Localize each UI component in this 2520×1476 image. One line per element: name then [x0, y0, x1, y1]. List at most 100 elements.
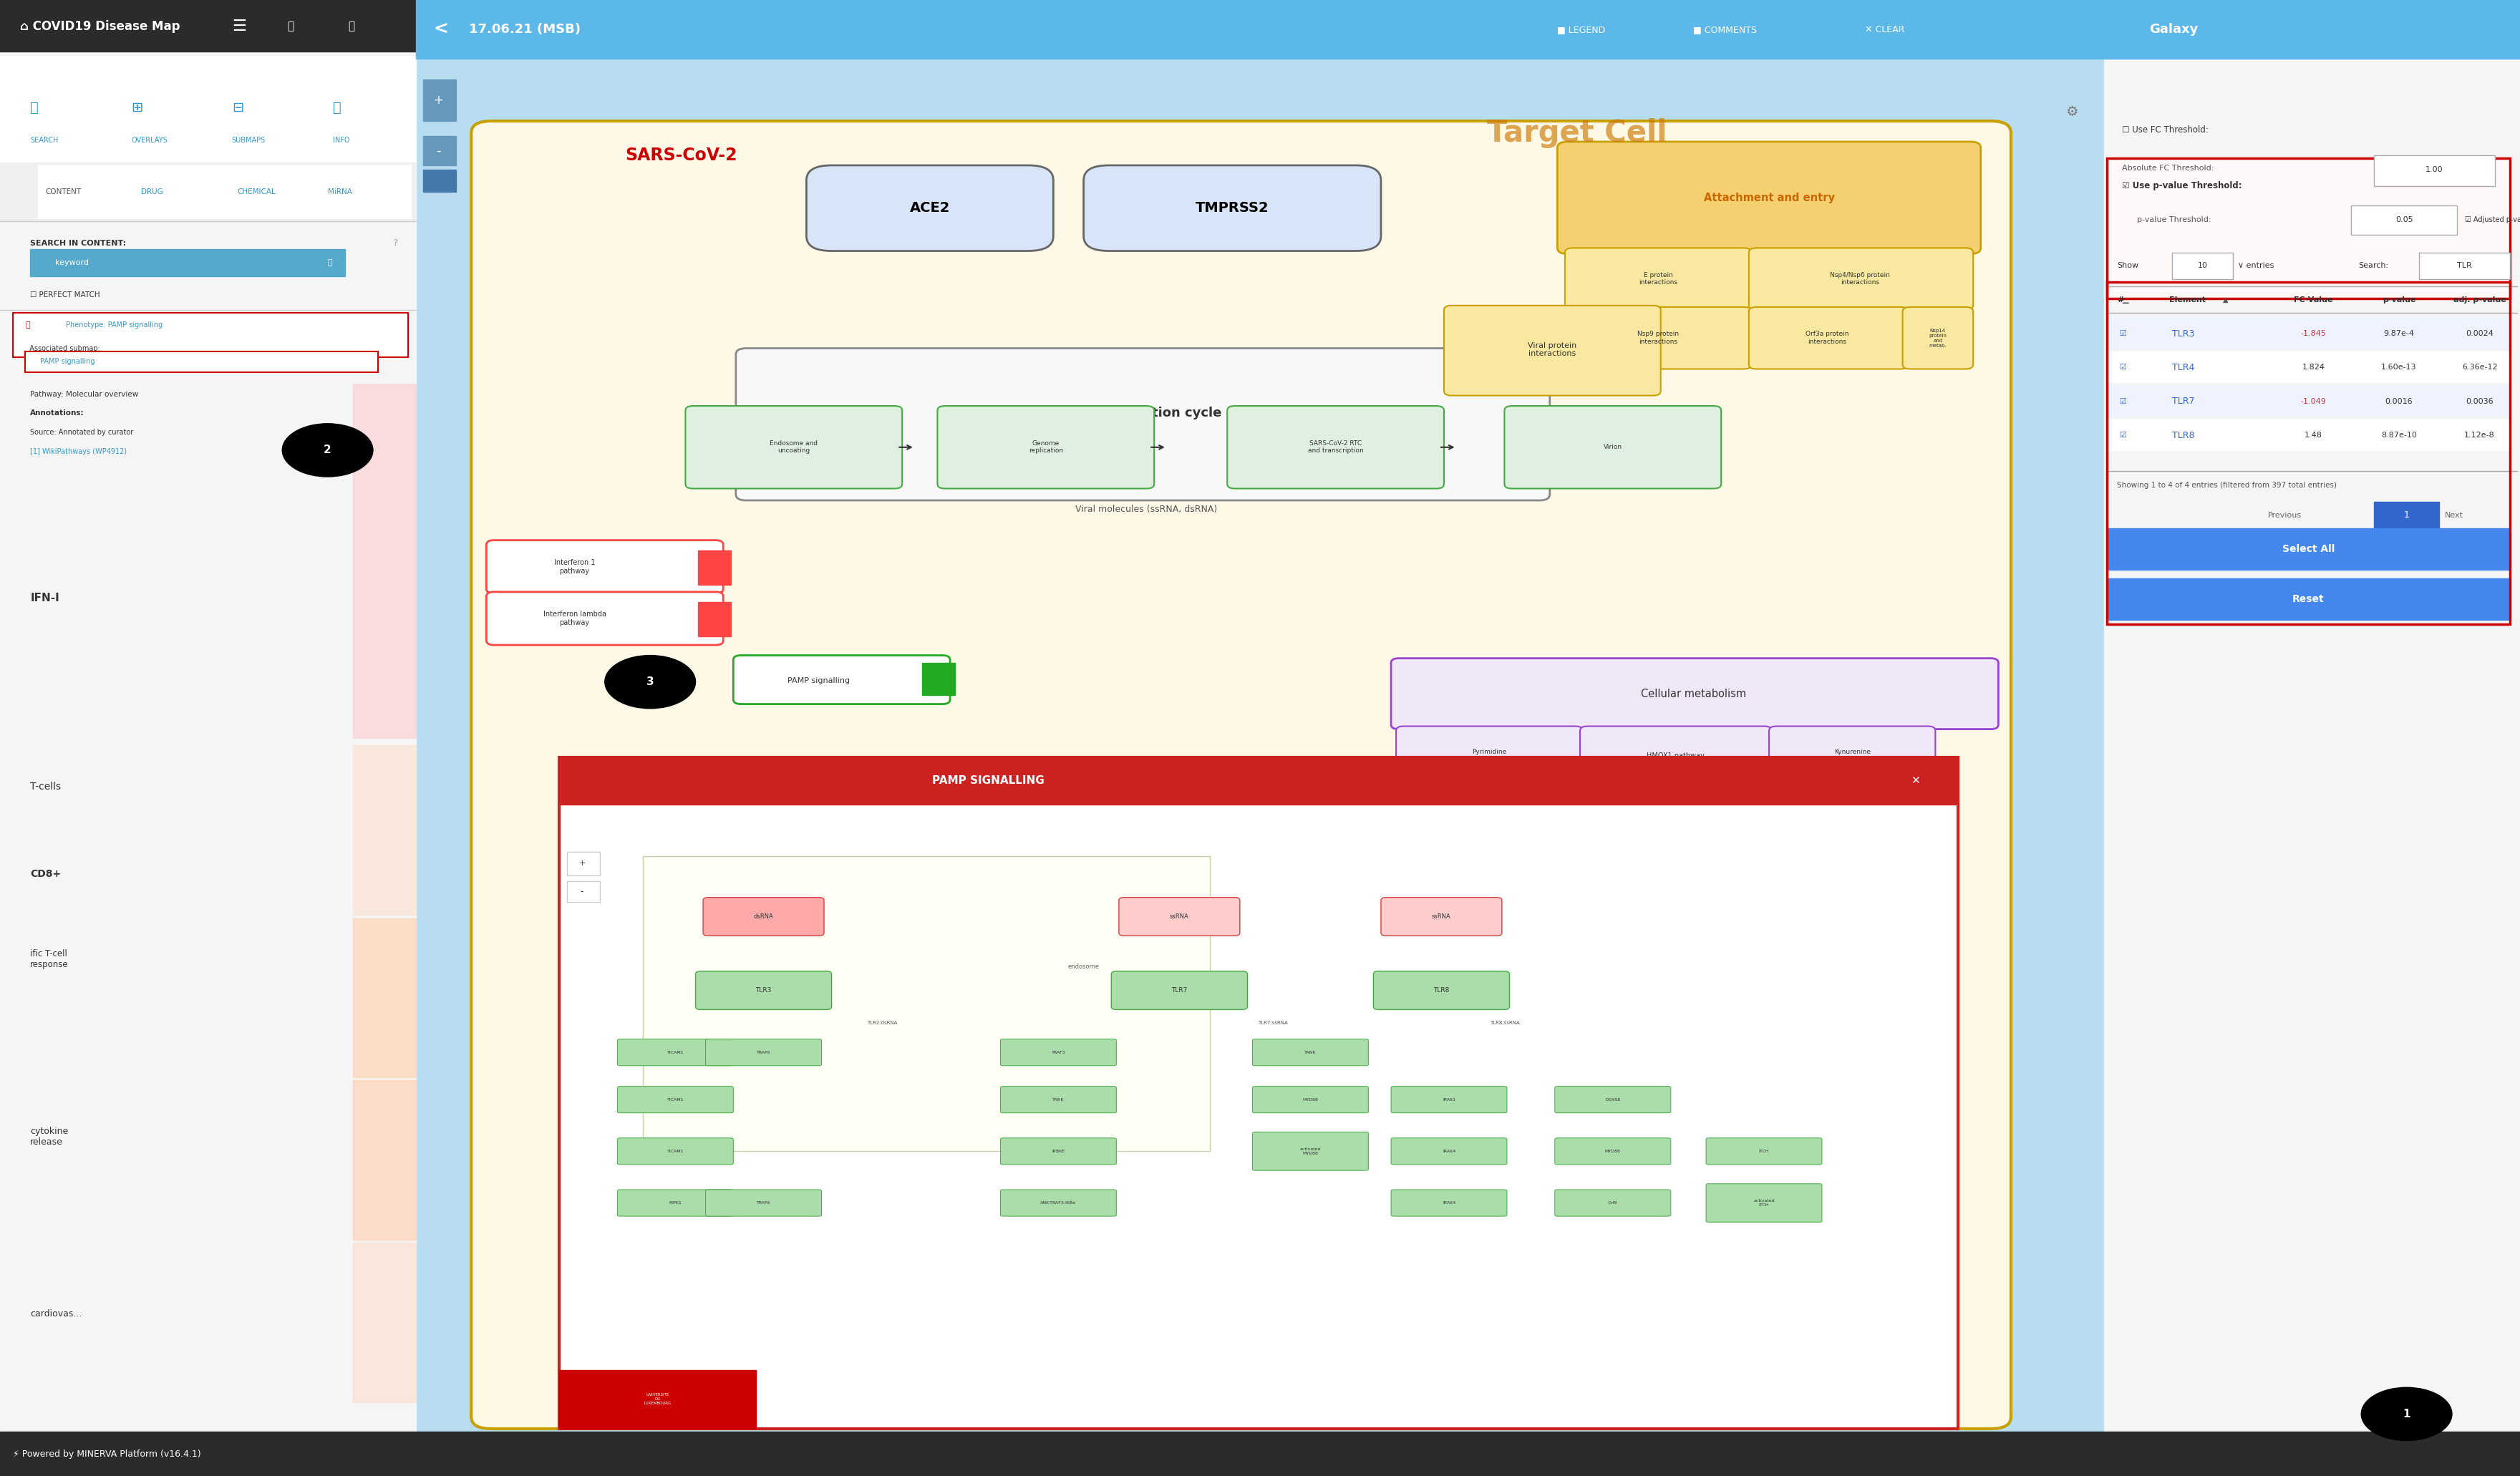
- FancyBboxPatch shape: [806, 165, 1053, 251]
- Text: cardiovas...: cardiovas...: [30, 1309, 83, 1318]
- Text: SUBMAPS: SUBMAPS: [232, 137, 265, 143]
- Text: 2: 2: [323, 444, 333, 456]
- Text: ACE2: ACE2: [910, 201, 950, 215]
- FancyBboxPatch shape: [1119, 897, 1240, 936]
- Text: RIPK1: RIPK1: [668, 1201, 683, 1204]
- Text: dsRNA: dsRNA: [753, 914, 774, 920]
- Text: 1.12e-8: 1.12e-8: [2465, 432, 2495, 438]
- Text: Select All: Select All: [2283, 545, 2334, 554]
- Text: TMPRSS2: TMPRSS2: [1194, 201, 1270, 215]
- Text: PAMP signalling: PAMP signalling: [40, 359, 96, 365]
- Text: TLR7: TLR7: [2172, 397, 2195, 406]
- Text: +: +: [580, 861, 585, 866]
- Text: 0.05: 0.05: [2397, 217, 2412, 223]
- Text: 1.48: 1.48: [2303, 432, 2323, 438]
- FancyBboxPatch shape: [1504, 406, 1721, 489]
- Text: ■ COMMENTS: ■ COMMENTS: [1693, 25, 1756, 34]
- Text: ☑ Adjusted p-value?: ☑ Adjusted p-value?: [2465, 217, 2520, 223]
- Text: ⌂ COVID19 Disease Map: ⌂ COVID19 Disease Map: [20, 21, 179, 32]
- Text: Virion: Virion: [1603, 444, 1623, 450]
- Text: Genome
replication: Genome replication: [1028, 440, 1063, 455]
- Text: Galaxy: Galaxy: [2150, 24, 2197, 35]
- Text: -1.049: -1.049: [2301, 399, 2326, 404]
- Text: IFN-I: IFN-I: [30, 592, 60, 604]
- Bar: [25, 351, 378, 372]
- Bar: [30, 249, 345, 276]
- Text: 17.06.21 (MSB): 17.06.21 (MSB): [469, 24, 580, 35]
- Text: Kynurenine
pathway: Kynurenine pathway: [1835, 748, 1870, 763]
- Text: -: -: [436, 145, 441, 156]
- Text: ■ LEGEND: ■ LEGEND: [1557, 25, 1605, 34]
- Bar: [2351, 205, 2457, 235]
- Bar: [2107, 419, 2510, 450]
- Text: Interferon 1
pathway: Interferon 1 pathway: [554, 559, 595, 574]
- FancyBboxPatch shape: [1252, 1086, 1368, 1113]
- FancyBboxPatch shape: [937, 406, 1154, 489]
- Bar: [2107, 579, 2510, 620]
- Text: p-value Threshold:: p-value Threshold:: [2137, 217, 2210, 223]
- Text: 6.36e-12: 6.36e-12: [2462, 365, 2497, 370]
- Text: Attachment and entry: Attachment and entry: [1704, 192, 1835, 204]
- Bar: [38, 165, 411, 218]
- FancyBboxPatch shape: [1391, 658, 1998, 729]
- Text: ssRNA: ssRNA: [1431, 914, 1452, 920]
- Bar: [416, 0, 2104, 59]
- Text: Endosome and
uncoating: Endosome and uncoating: [769, 440, 819, 455]
- Text: OVERLAYS: OVERLAYS: [131, 137, 166, 143]
- Text: Virus replication cycle: Virus replication cycle: [1061, 407, 1222, 419]
- Text: 📍: 📍: [25, 322, 30, 328]
- Text: p-value: p-value: [2381, 297, 2417, 303]
- FancyBboxPatch shape: [1444, 306, 1661, 396]
- Text: Absolute FC Threshold:: Absolute FC Threshold:: [2122, 165, 2213, 171]
- FancyBboxPatch shape: [1391, 1138, 1507, 1165]
- Bar: [2374, 502, 2439, 530]
- Text: ▲: ▲: [2223, 297, 2228, 303]
- FancyBboxPatch shape: [1903, 307, 1973, 369]
- Text: ☰: ☰: [232, 19, 247, 34]
- FancyBboxPatch shape: [1000, 1190, 1116, 1216]
- Text: ▁: ▁: [2122, 297, 2127, 303]
- Circle shape: [2361, 1387, 2452, 1441]
- FancyBboxPatch shape: [703, 897, 824, 936]
- Text: MYD88: MYD88: [1605, 1150, 1620, 1153]
- Text: 8.87e-10: 8.87e-10: [2381, 432, 2417, 438]
- Text: Interferon lambda
pathway: Interferon lambda pathway: [544, 611, 607, 626]
- Text: ITCH: ITCH: [1759, 1150, 1769, 1153]
- Text: ANK-TRAF3:IKBe: ANK-TRAF3:IKBe: [1041, 1201, 1076, 1204]
- FancyBboxPatch shape: [706, 1039, 822, 1066]
- Text: ⊞: ⊞: [131, 100, 144, 115]
- Bar: [353, 1080, 416, 1240]
- FancyBboxPatch shape: [1749, 307, 1908, 369]
- FancyBboxPatch shape: [1252, 1039, 1368, 1066]
- FancyBboxPatch shape: [1000, 1039, 1116, 1066]
- Text: ☐ Use FC Threshold:: ☐ Use FC Threshold:: [2122, 125, 2208, 134]
- FancyBboxPatch shape: [1111, 971, 1247, 1010]
- Text: Viral protein
interactions: Viral protein interactions: [1527, 342, 1578, 357]
- Bar: [2104, 59, 2520, 1432]
- Bar: [0, 1432, 2520, 1476]
- Text: ☑: ☑: [2119, 365, 2127, 370]
- FancyBboxPatch shape: [1391, 1190, 1507, 1216]
- Text: 1.60e-13: 1.60e-13: [2381, 365, 2417, 370]
- Bar: [353, 745, 416, 915]
- Text: CONTENT: CONTENT: [45, 189, 81, 195]
- Bar: [353, 1243, 416, 1402]
- Text: <: <: [433, 21, 449, 38]
- Text: PAMP signalling: PAMP signalling: [789, 677, 849, 683]
- Text: TICAM1: TICAM1: [668, 1098, 683, 1101]
- Text: ☑: ☑: [2119, 331, 2127, 337]
- FancyBboxPatch shape: [1555, 1190, 1671, 1216]
- Text: CD8+: CD8+: [30, 869, 60, 878]
- Text: Element: Element: [2170, 297, 2205, 303]
- Text: TRAF6: TRAF6: [756, 1201, 771, 1204]
- Bar: [2107, 158, 2510, 298]
- Text: CHEMICAL: CHEMICAL: [237, 189, 275, 195]
- Circle shape: [605, 655, 696, 708]
- Text: TANK: TANK: [1305, 1051, 1315, 1054]
- Text: 1: 1: [2404, 1408, 2409, 1420]
- Text: Nsp9 protein
interactions: Nsp9 protein interactions: [1638, 331, 1678, 345]
- FancyBboxPatch shape: [1557, 142, 1981, 254]
- FancyBboxPatch shape: [736, 348, 1550, 500]
- Text: Previous: Previous: [2268, 512, 2301, 518]
- Text: TLR3: TLR3: [2172, 329, 2195, 338]
